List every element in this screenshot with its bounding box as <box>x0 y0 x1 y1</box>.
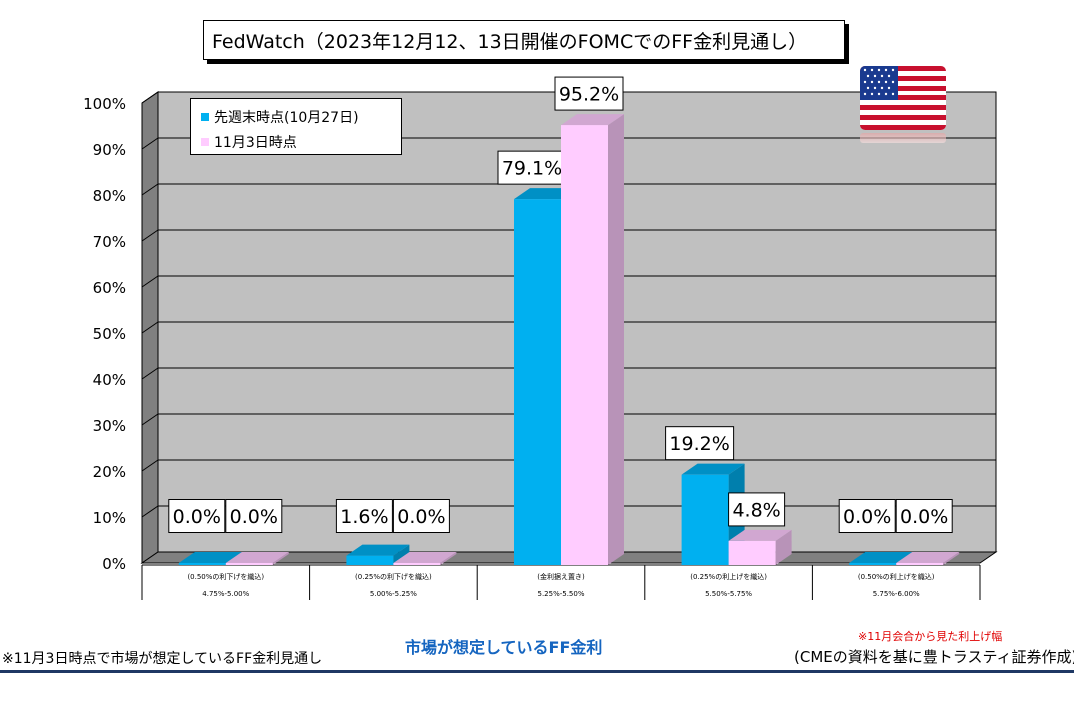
data-label-box <box>728 492 786 527</box>
bar-top-face <box>393 552 457 563</box>
data-label: 95.2% <box>559 84 619 106</box>
y-tick-label: 70% <box>93 233 126 251</box>
y-tick-label: 100% <box>83 95 126 113</box>
bar-side-face <box>775 529 792 565</box>
gridline-side <box>141 137 159 150</box>
data-label: 1.6% <box>340 506 388 528</box>
data-label: 19.2% <box>669 433 729 455</box>
y-tick-label: 20% <box>93 463 126 481</box>
data-label: 0.0% <box>900 506 948 528</box>
y-tick-label: 10% <box>93 509 126 527</box>
y-tick-label: 60% <box>93 279 126 297</box>
bar-top-face <box>225 552 289 563</box>
bar-top-face <box>896 552 960 563</box>
data-label-box <box>335 499 393 533</box>
legend-swatch-series-2 <box>201 137 209 146</box>
bar <box>346 555 394 565</box>
gridline-side <box>141 91 159 104</box>
data-label: 0.0% <box>397 506 445 528</box>
x-category-note: (0.25%の利上げを織込) <box>690 572 767 581</box>
y-tick-label: 80% <box>93 187 126 205</box>
us-flag-icon <box>860 66 946 130</box>
data-label-box <box>497 150 567 185</box>
y-tick-label: 30% <box>93 417 126 435</box>
bar-top-face <box>178 552 242 563</box>
y-tick-label: 50% <box>93 325 126 343</box>
gridline-side <box>141 321 159 334</box>
legend-item-series-1: 先週末時点(10月27日) <box>201 104 401 129</box>
gridline-side <box>141 459 159 472</box>
legend-item-series-2: 11月3日時点 <box>201 129 401 154</box>
bar-top-face <box>849 552 913 563</box>
gridline-side <box>141 367 159 380</box>
bar-top-face <box>681 463 745 475</box>
data-label-box <box>554 76 624 111</box>
x-tick-label: 5.50%-5.75% <box>705 590 752 598</box>
data-label: 79.1% <box>502 158 562 180</box>
y-tick-label: 0% <box>102 555 126 573</box>
x-category-note: (0.25%の利下げを織込) <box>355 572 432 581</box>
data-label-box <box>895 499 953 533</box>
legend: 先週末時点(10月27日) 11月3日時点 <box>190 98 402 155</box>
data-label-box <box>168 499 226 533</box>
x-tick-label: 4.75%-5.00% <box>202 590 249 598</box>
data-label: 0.0% <box>230 506 278 528</box>
bar <box>514 199 561 565</box>
data-label-box <box>665 426 735 461</box>
data-label: 4.8% <box>732 499 780 521</box>
x-axis-title: 市場が想定しているFF金利 <box>405 638 603 657</box>
bar <box>849 563 897 565</box>
bar <box>393 563 441 565</box>
x-tick-label: 5.00%-5.25% <box>370 590 417 598</box>
bar <box>896 563 944 565</box>
bar <box>728 540 776 565</box>
data-label-box <box>838 499 896 533</box>
y-tick-label: 90% <box>93 141 126 159</box>
chart-title: FedWatch（2023年12月12、13日開催のFOMCでのFF金利見通し） <box>203 20 845 60</box>
footer-red-note: ※11月会合から見た利上げ幅 <box>858 630 1003 643</box>
bar-top-face <box>346 544 410 556</box>
bar-side-face <box>272 552 289 565</box>
data-label-box <box>392 499 450 533</box>
gridline-side <box>141 275 159 288</box>
x-category-note: (0.50%の利下げを織込) <box>187 572 264 581</box>
gridline-side <box>141 229 159 242</box>
bar <box>561 125 608 565</box>
data-label: 0.0% <box>843 506 891 528</box>
x-category-note: (0.50%の利上げを織込) <box>858 572 935 581</box>
flag-reflection <box>860 133 946 143</box>
x-tick-label: 5.25%-5.50% <box>537 590 584 598</box>
bar <box>225 563 273 565</box>
gridline-side <box>141 505 159 518</box>
bar-side-face <box>943 552 960 565</box>
footer-left-note: ※11月3日時点で市場が想定しているFF金利見通し <box>2 651 323 667</box>
footer-source: (CMEの資料を基に豊トラスティ証券作成) <box>794 648 1074 666</box>
legend-label-series-1: 先週末時点(10月27日) <box>214 109 359 126</box>
x-category-note: (金利据え置き) <box>537 572 585 581</box>
y-tick-label: 40% <box>93 371 126 389</box>
bar-side-face <box>393 544 410 565</box>
x-tick-label: 5.75%-6.00% <box>873 590 920 598</box>
legend-swatch-series-1 <box>201 112 209 121</box>
data-label-box <box>225 499 283 533</box>
bar <box>681 474 729 565</box>
data-label: 0.0% <box>173 506 221 528</box>
bar-top-face <box>561 114 624 126</box>
bar <box>178 563 226 565</box>
gridline-side <box>141 183 159 196</box>
bar-top-face <box>728 529 792 541</box>
bar-side-face <box>440 552 457 565</box>
legend-label-series-2: 11月3日時点 <box>214 134 297 151</box>
bar-side-face <box>608 114 624 565</box>
bottom-divider <box>0 670 1074 673</box>
gridline-side <box>141 413 159 426</box>
